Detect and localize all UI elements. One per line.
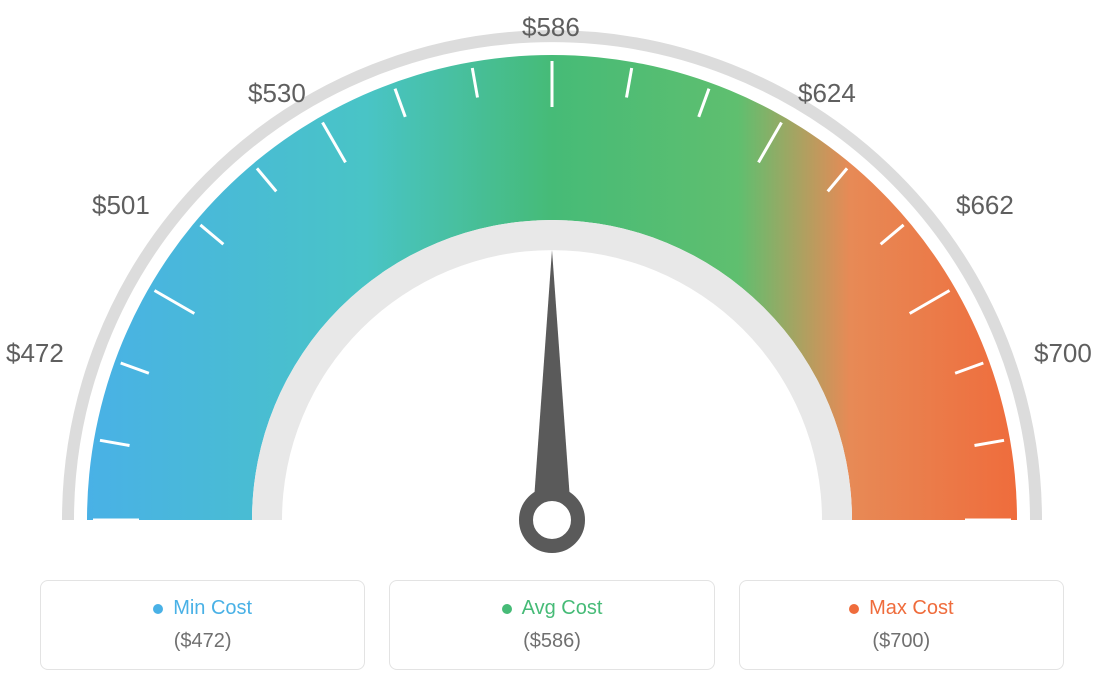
legend-row: Min Cost ($472) Avg Cost ($586) Max Cost… bbox=[40, 580, 1064, 670]
legend-value-avg: ($586) bbox=[523, 630, 581, 653]
legend-card-min: Min Cost ($472) bbox=[40, 580, 365, 670]
legend-title-text: Avg Cost bbox=[522, 597, 603, 620]
legend-value-max: ($700) bbox=[872, 630, 930, 653]
tick-label-2: $530 bbox=[248, 78, 306, 109]
tick-label-5: $662 bbox=[956, 190, 1014, 221]
tick-label-0: $472 bbox=[6, 338, 64, 369]
legend-value-min: ($472) bbox=[174, 630, 232, 653]
tick-label-1: $501 bbox=[92, 190, 150, 221]
chart-root: $472 $501 $530 $586 $624 $662 $700 Min C… bbox=[0, 0, 1104, 690]
legend-title-avg: Avg Cost bbox=[502, 597, 603, 620]
dot-icon bbox=[153, 604, 163, 614]
legend-title-text: Max Cost bbox=[869, 597, 953, 620]
legend-title-min: Min Cost bbox=[153, 597, 252, 620]
tick-label-3: $586 bbox=[522, 12, 580, 43]
dot-icon bbox=[849, 604, 859, 614]
gauge-area: $472 $501 $530 $586 $624 $662 $700 bbox=[0, 0, 1104, 570]
legend-title-text: Min Cost bbox=[173, 597, 252, 620]
legend-card-avg: Avg Cost ($586) bbox=[389, 580, 714, 670]
legend-card-max: Max Cost ($700) bbox=[739, 580, 1064, 670]
gauge-svg bbox=[0, 0, 1104, 570]
legend-title-max: Max Cost bbox=[849, 597, 953, 620]
dot-icon bbox=[502, 604, 512, 614]
tick-label-6: $700 bbox=[1034, 338, 1092, 369]
tick-label-4: $624 bbox=[798, 78, 856, 109]
